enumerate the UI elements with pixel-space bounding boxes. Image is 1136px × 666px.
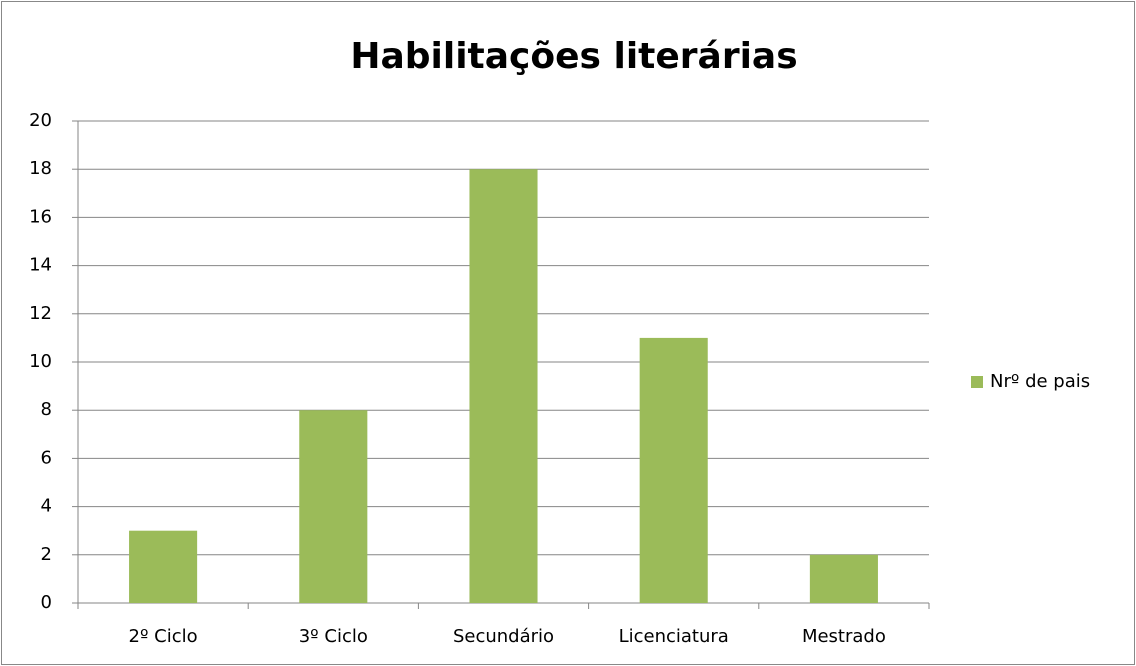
- y-tick-label: 18: [29, 158, 52, 179]
- bar: [129, 530, 198, 603]
- y-tick-label: 14: [29, 255, 52, 276]
- legend-swatch: [971, 376, 983, 388]
- x-tick-label: Mestrado: [802, 626, 886, 647]
- bar: [639, 337, 708, 603]
- bar: [469, 169, 538, 603]
- y-tick-label: 10: [29, 351, 52, 372]
- y-tick-label: 20: [29, 110, 52, 131]
- y-tick-label: 4: [41, 496, 52, 517]
- y-tick-label: 12: [29, 303, 52, 324]
- y-tick-label: 16: [29, 206, 52, 227]
- x-tick-label: Licenciatura: [619, 626, 729, 647]
- bar: [809, 554, 878, 603]
- x-tick-label: 3º Ciclo: [299, 626, 368, 647]
- y-tick-label: 6: [41, 447, 52, 468]
- y-tick-label: 0: [41, 592, 52, 613]
- x-tick-label: Secundário: [453, 626, 554, 647]
- y-tick-label: 8: [41, 399, 52, 420]
- bar: [299, 410, 368, 603]
- legend-label: Nrº de pais: [990, 371, 1090, 392]
- chart-title: Habilitações literárias: [350, 36, 797, 77]
- x-tick-label: 2º Ciclo: [129, 626, 198, 647]
- y-tick-label: 2: [41, 544, 52, 565]
